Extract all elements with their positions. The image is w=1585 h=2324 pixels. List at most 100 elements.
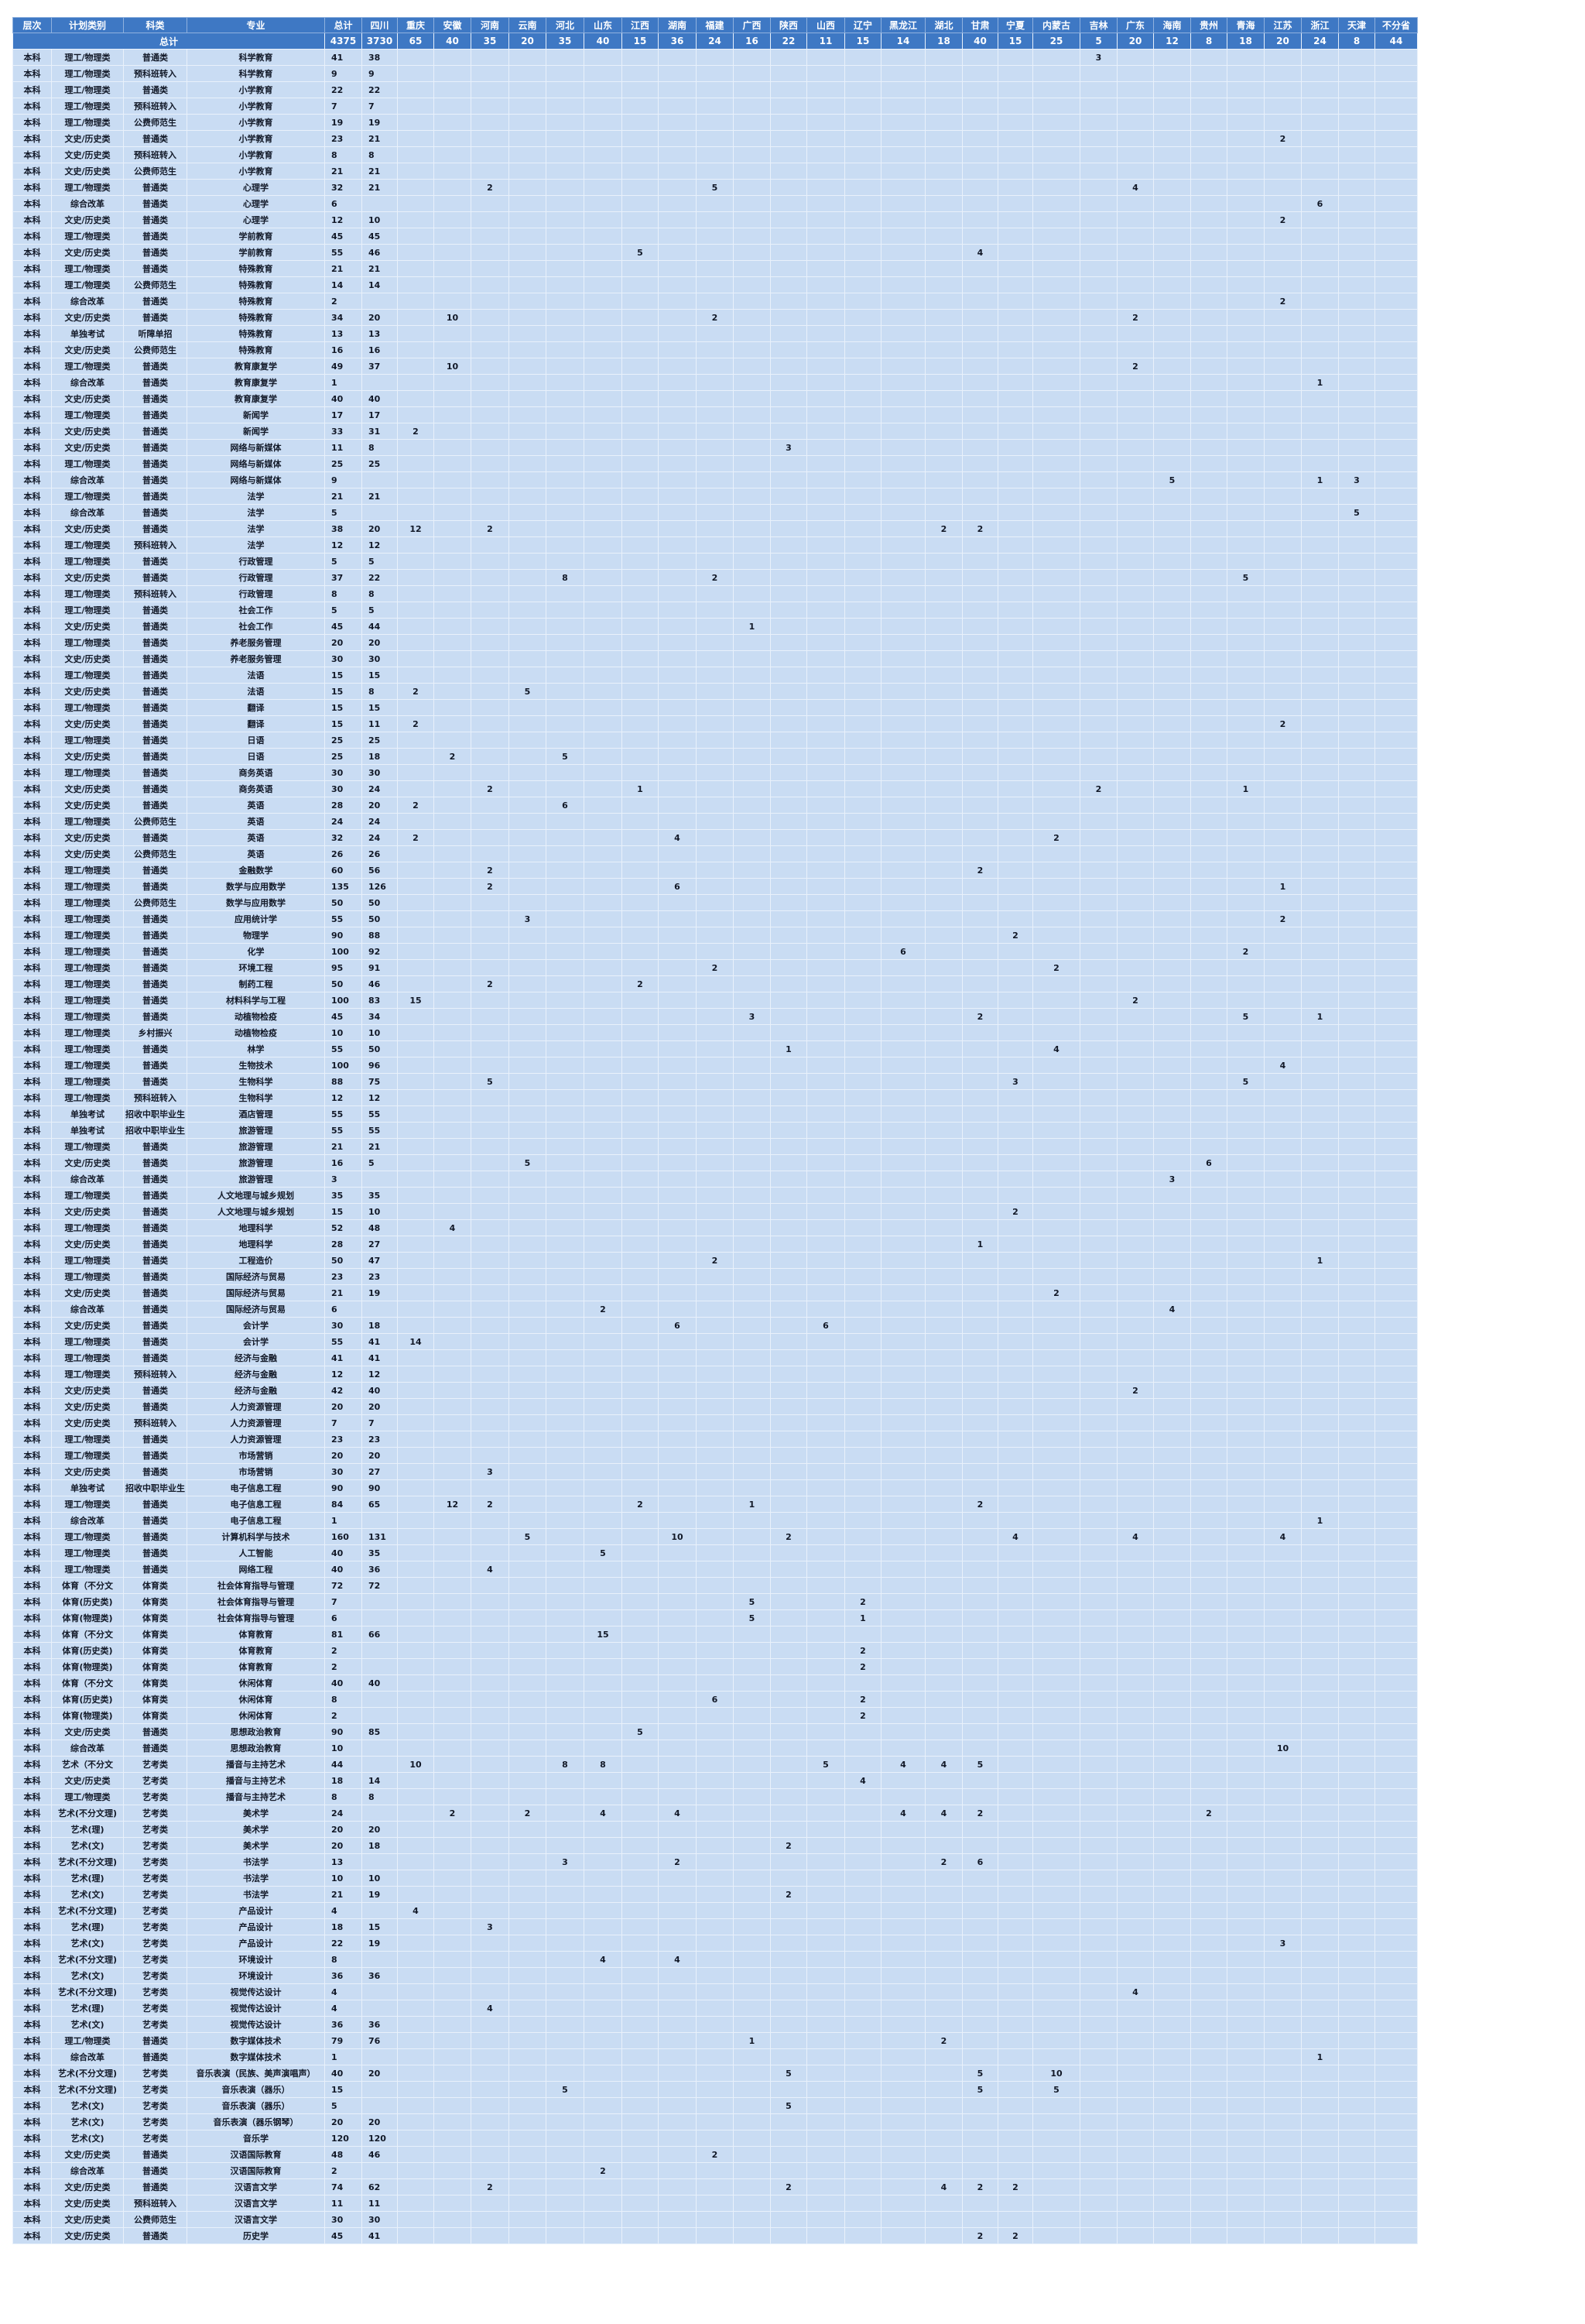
province-quota-cell xyxy=(1117,813,1154,830)
province-quota-cell xyxy=(696,1089,734,1106)
major-cell: 体育教育 xyxy=(187,1658,325,1675)
sichuan-cell: 55 xyxy=(361,1122,398,1139)
province-quota-cell xyxy=(733,2178,771,2195)
province-quota-cell xyxy=(1374,1496,1418,1513)
province-quota-cell xyxy=(508,2000,546,2017)
province-quota-cell xyxy=(1032,1967,1080,1984)
province-quota-cell xyxy=(621,2113,659,2130)
province-quota-cell xyxy=(806,2178,845,2195)
province-quota-cell: 2 xyxy=(1190,1805,1227,1822)
province-quota-cell xyxy=(1374,1333,1418,1350)
province-quota-cell xyxy=(806,813,845,830)
province-quota-cell xyxy=(433,992,471,1009)
province-quota-cell xyxy=(962,2000,998,2017)
province-quota-cell xyxy=(998,910,1033,927)
province-quota-cell xyxy=(1374,2048,1418,2065)
province-quota-cell xyxy=(696,1837,734,1854)
sichuan-cell: 30 xyxy=(361,650,398,667)
province-quota-cell xyxy=(770,569,807,586)
province-quota-cell xyxy=(770,455,807,472)
province-quota-cell xyxy=(696,1398,734,1415)
province-quota-cell xyxy=(584,1105,622,1123)
province-quota-cell xyxy=(806,2195,845,2212)
province-quota-cell xyxy=(1117,2032,1154,2049)
province-quota-cell xyxy=(962,602,998,619)
total-cell: 55 xyxy=(324,1333,362,1350)
province-quota-cell xyxy=(433,1138,471,1155)
province-quota-cell xyxy=(696,1935,734,1952)
province-quota-cell xyxy=(925,423,963,440)
province-quota-cell xyxy=(1190,1024,1227,1041)
province-quota-cell xyxy=(1032,1837,1080,1854)
province-quota-cell xyxy=(844,1284,882,1301)
province-quota-cell xyxy=(1264,1658,1302,1675)
level-cell: 本科 xyxy=(12,1886,52,1903)
province-quota-cell xyxy=(471,650,509,667)
province-quota-cell xyxy=(1080,1284,1118,1301)
province-quota-cell: 2 xyxy=(770,2178,807,2195)
province-quota-cell xyxy=(1301,650,1339,667)
province-quota-cell xyxy=(433,1837,471,1854)
province-quota-cell xyxy=(806,228,845,245)
province-quota-cell xyxy=(770,2146,807,2163)
column-header: 广东 xyxy=(1117,17,1154,33)
plan-category-cell: 理工/物理类 xyxy=(51,634,124,651)
province-quota-cell xyxy=(1153,211,1191,228)
column-header: 吉林 xyxy=(1080,17,1118,33)
total-cell: 34 xyxy=(324,309,362,326)
province-quota-cell xyxy=(621,504,659,521)
sichuan-cell xyxy=(361,1609,398,1626)
province-quota-cell xyxy=(1032,992,1080,1009)
province-quota-cell xyxy=(1117,748,1154,765)
plan-category-cell: 综合改革 xyxy=(51,504,124,521)
province-quota-cell xyxy=(1080,536,1118,554)
province-quota-cell xyxy=(1227,829,1265,846)
province-quota-cell xyxy=(621,1658,659,1675)
province-quota-cell xyxy=(962,179,998,196)
province-quota-cell xyxy=(1080,2227,1118,2244)
province-quota-cell xyxy=(733,732,771,749)
province-quota-cell xyxy=(1264,1317,1302,1334)
plan-category-cell: 文史/历史类 xyxy=(51,715,124,732)
province-quota-cell xyxy=(844,1967,882,1984)
province-quota-cell xyxy=(1190,1463,1227,1480)
province-quota-cell xyxy=(1338,1154,1375,1171)
province-quota-cell xyxy=(1227,1626,1265,1643)
province-quota-cell xyxy=(1117,390,1154,407)
province-quota-cell xyxy=(925,1301,963,1318)
province-quota-cell xyxy=(471,732,509,749)
province-quota-cell xyxy=(733,2097,771,2114)
province-quota-cell xyxy=(397,2065,434,2082)
province-quota-cell xyxy=(1190,130,1227,147)
province-quota-cell xyxy=(881,309,926,326)
province-quota-cell xyxy=(508,943,546,960)
province-quota-cell xyxy=(471,1723,509,1740)
total-cell: 38 xyxy=(324,520,362,537)
province-quota-cell xyxy=(998,894,1033,911)
province-quota-cell xyxy=(1190,114,1227,131)
province-quota-cell: 3 xyxy=(508,910,546,927)
province-quota-cell xyxy=(962,211,998,228)
province-quota-cell xyxy=(508,1544,546,1561)
province-quota-cell xyxy=(770,1236,807,1253)
province-quota-cell xyxy=(962,1544,998,1561)
province-quota-cell xyxy=(1032,1414,1080,1431)
province-quota-cell xyxy=(508,569,546,586)
province-quota-cell xyxy=(1032,1723,1080,1740)
province-quota-cell xyxy=(1374,439,1418,456)
province-quota-cell xyxy=(1032,1609,1080,1626)
total-cell: 2 xyxy=(324,1707,362,1724)
province-quota-cell xyxy=(1374,1512,1418,1529)
province-quota-cell xyxy=(962,1626,998,1643)
province-quota-cell: 4 xyxy=(397,1902,434,1919)
province-quota-cell xyxy=(1374,813,1418,830)
province-quota-cell xyxy=(1032,1333,1080,1350)
province-quota-cell xyxy=(1032,293,1080,310)
province-quota-cell xyxy=(844,1902,882,1919)
province-quota-cell xyxy=(546,1089,584,1106)
province-quota-cell xyxy=(925,602,963,619)
total-cell: 18 xyxy=(925,33,963,50)
province-quota-cell xyxy=(471,585,509,602)
province-quota-cell xyxy=(998,276,1033,293)
total-cell: 4 xyxy=(324,2000,362,2017)
